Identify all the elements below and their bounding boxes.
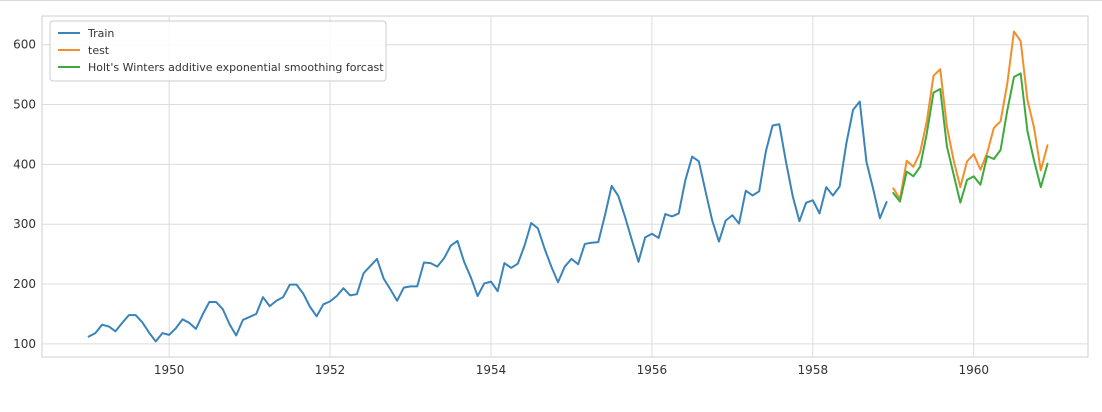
- legend-label-train: Train: [87, 27, 114, 40]
- legend: Train test Holt's Winters additive expon…: [49, 20, 387, 82]
- y-tick-label: 300: [13, 217, 36, 231]
- axis-ticks: 1950 1952 1954 1956 1958 1960 100 200 300 400 500 6…: [13, 38, 989, 377]
- legend-label-test: test: [88, 44, 110, 57]
- y-tick-label: 400: [13, 157, 36, 171]
- train-series-line: [87, 100, 888, 343]
- x-tick-label: 1954: [476, 363, 507, 377]
- y-tick-label: 100: [13, 337, 36, 351]
- series-lines: [87, 30, 1049, 343]
- x-tick-label: 1956: [637, 363, 668, 377]
- legend-box: [49, 20, 387, 82]
- test-series-line: [892, 30, 1049, 201]
- x-tick-label: 1958: [798, 363, 829, 377]
- x-tick-label: 1952: [315, 363, 346, 377]
- x-tick-label: 1950: [154, 363, 185, 377]
- x-tick-label: 1960: [958, 363, 989, 377]
- y-tick-label: 200: [13, 277, 36, 291]
- y-tick-label: 600: [13, 38, 36, 52]
- y-tick-label: 500: [13, 98, 36, 112]
- forecast-series-line: [892, 72, 1049, 204]
- legend-label-forecast: Holt's Winters additive exponential smoo…: [88, 61, 384, 74]
